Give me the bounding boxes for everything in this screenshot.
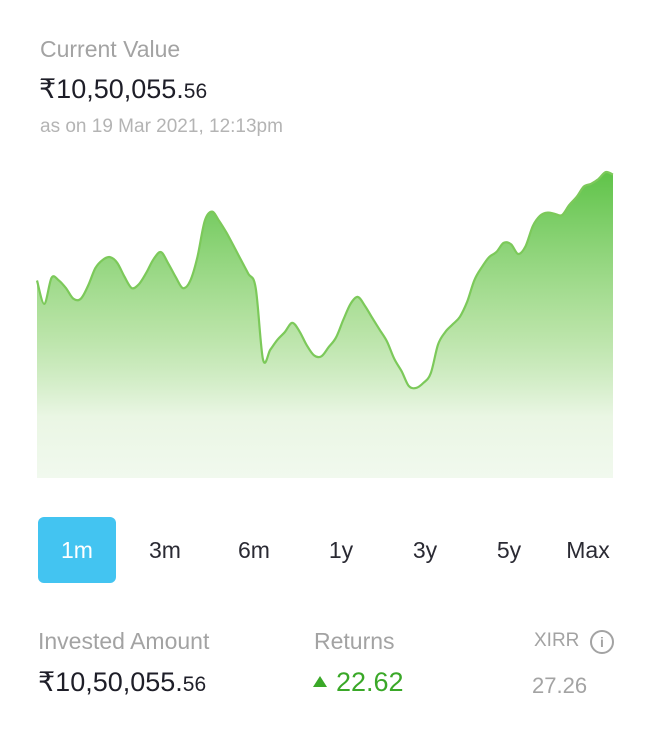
info-icon[interactable]: i [590, 630, 614, 654]
tab-6m[interactable]: 6m [238, 537, 270, 563]
invested-amount-main: ₹10,50,055. [38, 667, 183, 697]
tab-5y[interactable]: 5y [496, 537, 522, 563]
tab-1y[interactable]: 1y [328, 537, 354, 563]
invested-amount-decimal: 56 [182, 673, 207, 696]
returns-label: Returns [314, 628, 395, 654]
triangle-up-icon [313, 676, 327, 687]
xirr-value: 27.26 [532, 673, 588, 698]
chart-series-line [35, 170, 614, 390]
chart-area-fill [37, 171, 613, 478]
tab-3m[interactable]: 3m [149, 537, 181, 563]
current-value-amount: ₹10,50,055.56 [39, 74, 207, 105]
as-on-date: as on 19 Mar 2021, 12:13pm [40, 116, 283, 137]
xirr-label: XIRR [534, 630, 580, 651]
invested-amount-label: Invested Amount [38, 628, 210, 654]
current-value-label: Current Value [40, 36, 181, 62]
tab-1m[interactable]: 1m [38, 517, 116, 583]
current-value-amount-main: ₹10,50,055. [39, 74, 184, 104]
time-range-tabs: 1m 3m 6m 1y 3y 5y Max [38, 517, 616, 583]
portfolio-value-chart [35, 170, 614, 478]
returns-value: 22.62 [313, 667, 404, 698]
returns-value-text: 22.62 [336, 667, 404, 697]
tab-max[interactable]: Max [566, 537, 610, 563]
invested-amount-value: ₹10,50,055.56 [38, 667, 206, 698]
tab-3y[interactable]: 3y [412, 537, 438, 563]
current-value-amount-decimal: 56 [183, 80, 208, 103]
